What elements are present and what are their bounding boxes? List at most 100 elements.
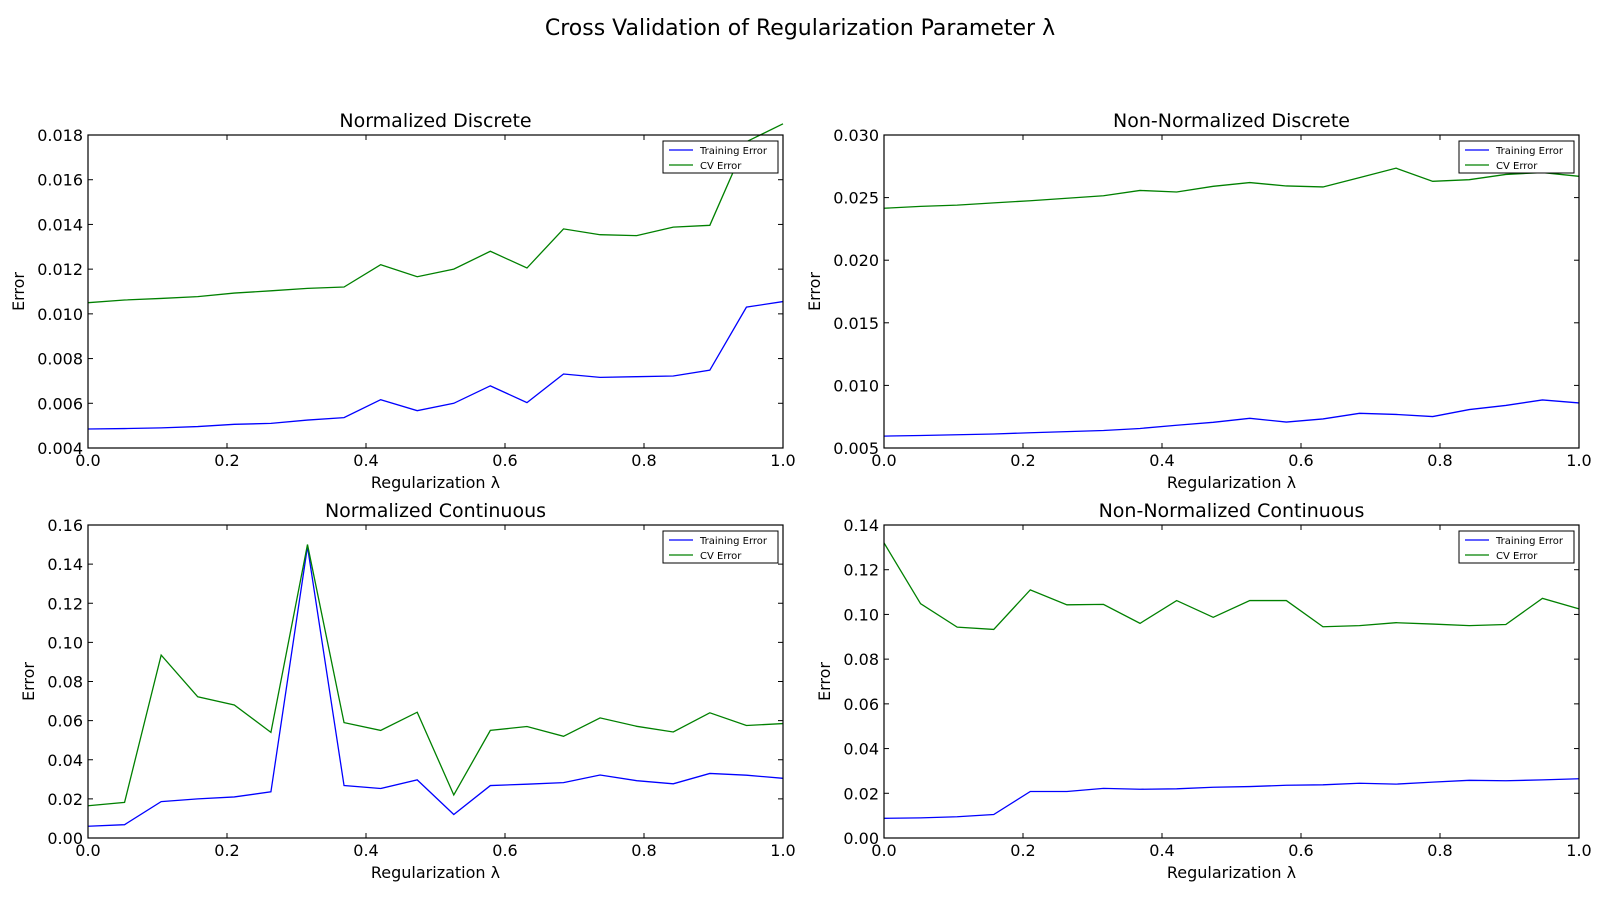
x-tick-label: 0.4 (1149, 451, 1174, 470)
legend-label: Training Error (1495, 536, 1564, 547)
x-tick-label: 0.6 (1288, 451, 1313, 470)
x-axis-label: Regularization λ (1167, 473, 1296, 492)
y-tick-label: 0.16 (47, 516, 83, 535)
legend-label: CV Error (1496, 551, 1538, 562)
subplot-2: Non-Normalized Discrete 0.0 0.2 0.4 0.6 0.8 1.… (805, 110, 1592, 492)
legend-box (662, 530, 779, 564)
x-tick-label: 0.8 (631, 451, 656, 470)
x-tick-label: 0.6 (1288, 841, 1313, 860)
y-tick-label: 0.015 (833, 314, 879, 333)
y-tick-label: 0.016 (37, 171, 83, 190)
y-tick-label: 0.00 (47, 829, 83, 848)
y-tick-label: 0.02 (47, 790, 83, 809)
subplot-3: Normalized Continuous 0.0 0.2 0.4 0.6 0.8 1.0 0… (19, 500, 796, 882)
y-tick-label: 0.12 (843, 561, 879, 580)
legend-label: Training Error (699, 146, 768, 157)
legend-label: CV Error (700, 551, 742, 562)
legend: Training Error CV Error (662, 530, 779, 564)
figure-title: Cross Validation of Regularization Param… (544, 16, 1056, 41)
y-tick-label: 0.005 (833, 439, 879, 458)
y-tick-label: 0.08 (843, 650, 879, 669)
x-tick-label: 0.6 (492, 841, 517, 860)
x-tick-label: 1.0 (770, 451, 795, 470)
y-tick-label: 0.14 (843, 516, 879, 535)
legend-label: Training Error (699, 536, 768, 547)
y-tick-label: 0.008 (37, 350, 83, 369)
y-tick-label: 0.04 (843, 740, 879, 759)
series-line-cv-error (87, 544, 784, 807)
series-line-cv-error (883, 167, 1580, 209)
x-tick-label: 0.4 (353, 841, 378, 860)
x-tick-label: 0.2 (1010, 451, 1035, 470)
legend: Training Error CV Error (1458, 140, 1575, 174)
subplot-title: Non-Normalized Continuous (1099, 500, 1365, 522)
y-tick-label: 0.030 (833, 126, 879, 145)
y-tick-label: 0.010 (833, 376, 879, 395)
plot-frame (883, 524, 1580, 839)
plot-frame (87, 524, 784, 839)
series-line-cv-error (87, 123, 784, 304)
x-tick-label: 0.0 (75, 841, 100, 860)
series-line-training-error (87, 300, 784, 430)
y-tick-label: 0.06 (843, 695, 879, 714)
y-axis-label: Error (805, 272, 824, 311)
subplot-title: Normalized Continuous (325, 500, 546, 522)
series-line-training-error (883, 778, 1580, 819)
x-tick-label: 0.2 (214, 451, 239, 470)
y-tick-label: 0.10 (843, 605, 879, 624)
y-tick-label: 0.06 (47, 712, 83, 731)
y-tick-label: 0.025 (833, 189, 879, 208)
subplot-title: Non-Normalized Discrete (1113, 110, 1350, 132)
x-tick-label: 0.6 (492, 451, 517, 470)
y-tick-label: 0.018 (37, 126, 83, 145)
plot-frame (87, 134, 784, 449)
y-tick-label: 0.08 (47, 673, 83, 692)
legend-box (1458, 140, 1575, 174)
x-axis-label: Regularization λ (371, 473, 500, 492)
x-tick-label: 0.8 (1427, 841, 1452, 860)
y-tick-label: 0.12 (47, 594, 83, 613)
x-axis-label: Regularization λ (371, 863, 500, 882)
legend-box (662, 140, 779, 174)
x-tick-label: 0.4 (1149, 841, 1174, 860)
y-tick-label: 0.014 (37, 215, 83, 234)
y-tick-label: 0.10 (47, 633, 83, 652)
x-tick-label: 1.0 (1566, 451, 1591, 470)
y-tick-label: 0.020 (833, 251, 879, 270)
x-tick-label: 0.8 (631, 841, 656, 860)
legend: Training Error CV Error (662, 140, 779, 174)
x-tick-label: 0.8 (1427, 451, 1452, 470)
y-tick-label: 0.006 (37, 394, 83, 413)
subplot-title: Normalized Discrete (339, 110, 531, 132)
y-axis-label: Error (815, 662, 834, 701)
legend-label: Training Error (1495, 146, 1564, 157)
x-tick-label: 1.0 (770, 841, 795, 860)
y-tick-label: 0.14 (47, 555, 83, 574)
y-tick-label: 0.012 (37, 260, 83, 279)
series-line-cv-error (883, 542, 1580, 631)
x-axis-label: Regularization λ (1167, 863, 1296, 882)
legend-box (1458, 530, 1575, 564)
x-tick-label: 0.0 (871, 841, 896, 860)
x-tick-label: 1.0 (1566, 841, 1591, 860)
y-tick-label: 0.04 (47, 751, 83, 770)
series-line-training-error (883, 399, 1580, 437)
x-tick-label: 0.4 (353, 451, 378, 470)
legend: Training Error CV Error (1458, 530, 1575, 564)
x-tick-label: 0.0 (75, 451, 100, 470)
x-tick-label: 0.2 (1010, 841, 1035, 860)
y-tick-label: 0.00 (843, 829, 879, 848)
legend-label: CV Error (1496, 161, 1538, 172)
subplot-1: Normalized Discrete 0.0 0.2 0.4 0.6 0.8 1.0 0.0… (9, 110, 796, 492)
series-line-training-error (87, 546, 784, 827)
y-axis-label: Error (19, 662, 38, 701)
y-tick-label: 0.004 (37, 439, 83, 458)
x-tick-label: 0.2 (214, 841, 239, 860)
plot-frame (883, 134, 1580, 449)
x-tick-label: 0.0 (871, 451, 896, 470)
y-tick-label: 0.02 (843, 784, 879, 803)
y-tick-label: 0.010 (37, 305, 83, 324)
y-axis-label: Error (9, 272, 28, 311)
legend-label: CV Error (700, 161, 742, 172)
